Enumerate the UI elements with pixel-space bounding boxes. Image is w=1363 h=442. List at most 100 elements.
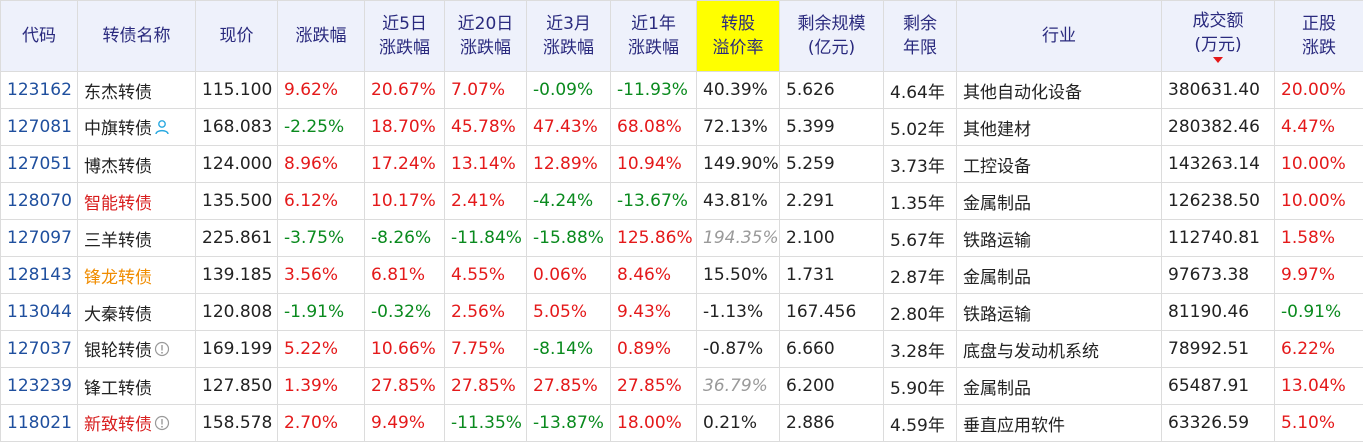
cell-chg1y-text: 0.89% bbox=[617, 339, 672, 359]
info-icon[interactable] bbox=[154, 415, 170, 436]
col-header-scale-l1: 剩余规模 bbox=[797, 14, 866, 34]
cell-chg1y-text: 68.08% bbox=[617, 117, 682, 137]
col-header-scale[interactable]: 剩余规模 (亿元) bbox=[779, 0, 884, 72]
table-row[interactable]: 127051 博杰转债 124.000 8.96% 17.24% 13.14% 12.89%… bbox=[0, 145, 1363, 183]
cell-stock-chg: 13.04% bbox=[1274, 367, 1363, 405]
cell-chg: -1.91% bbox=[277, 293, 365, 331]
col-header-chg1y[interactable]: 近1年 涨跌幅 bbox=[610, 0, 697, 72]
col-header-term[interactable]: 剩余 年限 bbox=[883, 0, 957, 72]
cell-code[interactable]: 128143 bbox=[0, 256, 78, 294]
cell-name[interactable]: 银轮转债 bbox=[77, 330, 196, 368]
cell-chg1y: -11.93% bbox=[610, 71, 697, 109]
cell-chg20-text: 45.78% bbox=[451, 117, 516, 137]
cell-code[interactable]: 127037 bbox=[0, 330, 78, 368]
cell-code[interactable]: 113044 bbox=[0, 293, 78, 331]
cell-chg5-text: 10.17% bbox=[371, 191, 436, 211]
table-row[interactable]: 118021 新致转债 158.578 2.70% 9.49% -11.35% -13.87… bbox=[0, 404, 1363, 442]
col-header-price[interactable]: 现价 bbox=[195, 0, 278, 72]
cell-price: 168.083 bbox=[195, 108, 278, 146]
cell-term-text: 2.80年 bbox=[890, 304, 945, 325]
col-header-name[interactable]: 转债名称 bbox=[77, 0, 196, 72]
col-header-premium[interactable]: 转股 溢价率 bbox=[696, 0, 780, 72]
cell-scale: 6.200 bbox=[779, 367, 884, 405]
cell-name[interactable]: 博杰转债 bbox=[77, 145, 196, 183]
info-icon[interactable] bbox=[154, 341, 170, 362]
cell-name[interactable]: 智能转债 bbox=[77, 182, 196, 220]
cell-premium: -0.87% bbox=[696, 330, 780, 368]
col-header-industry[interactable]: 行业 bbox=[956, 0, 1162, 72]
cell-chg3m: 12.89% bbox=[526, 145, 611, 183]
cell-name[interactable]: 锋工转债 bbox=[77, 367, 196, 405]
cell-code[interactable]: 118021 bbox=[0, 404, 78, 442]
col-header-chg[interactable]: 涨跌幅 bbox=[277, 0, 365, 72]
cell-industry: 金属制品 bbox=[956, 256, 1162, 294]
cell-chg5: 6.81% bbox=[364, 256, 445, 294]
col-header-chg3m[interactable]: 近3月 涨跌幅 bbox=[526, 0, 611, 72]
cell-premium: 0.21% bbox=[696, 404, 780, 442]
cell-name[interactable]: 锋龙转债 bbox=[77, 256, 196, 294]
cell-chg5: 20.67% bbox=[364, 71, 445, 109]
cell-industry: 铁路运输 bbox=[956, 293, 1162, 331]
cell-term-text: 3.73年 bbox=[890, 156, 945, 177]
col-header-chg5[interactable]: 近5日 涨跌幅 bbox=[364, 0, 445, 72]
table-row[interactable]: 128143 锋龙转债 139.185 3.56% 6.81% 4.55% 0.06% 8.4… bbox=[0, 256, 1363, 294]
table-row[interactable]: 128070 智能转债 135.500 6.12% 10.17% 2.41% -4.24% -… bbox=[0, 182, 1363, 220]
cell-name[interactable]: 中旗转债 bbox=[77, 108, 196, 146]
cell-chg20-text: 7.07% bbox=[451, 80, 506, 100]
col-header-stock-l2: 涨跌 bbox=[1302, 38, 1336, 58]
cell-premium: 194.35% bbox=[696, 219, 780, 257]
cell-name[interactable]: 新致转债 bbox=[77, 404, 196, 442]
col-header-volume[interactable]: 成交额 (万元) bbox=[1161, 0, 1275, 72]
cell-code[interactable]: 127097 bbox=[0, 219, 78, 257]
cell-code[interactable]: 127081 bbox=[0, 108, 78, 146]
cell-chg5-text: 20.67% bbox=[371, 80, 436, 100]
cell-code[interactable]: 128070 bbox=[0, 182, 78, 220]
cell-scale: 2.100 bbox=[779, 219, 884, 257]
cell-premium-text: 72.13% bbox=[703, 117, 768, 137]
user-icon[interactable] bbox=[154, 119, 170, 140]
cell-chg1y-text: 9.43% bbox=[617, 302, 672, 322]
table-row[interactable]: 123162 东杰转债 115.100 9.62% 20.67% 7.07% -0.09% -… bbox=[0, 71, 1363, 109]
cell-scale-text: 2.100 bbox=[786, 228, 835, 248]
cell-term: 2.87年 bbox=[883, 256, 957, 294]
cell-name[interactable]: 三羊转债 bbox=[77, 219, 196, 257]
cell-industry: 金属制品 bbox=[956, 182, 1162, 220]
cell-price: 169.199 bbox=[195, 330, 278, 368]
cell-code[interactable]: 123239 bbox=[0, 367, 78, 405]
cell-name[interactable]: 东杰转债 bbox=[77, 71, 196, 109]
cell-name[interactable]: 大秦转债 bbox=[77, 293, 196, 331]
cell-code[interactable]: 123162 bbox=[0, 71, 78, 109]
cell-scale-text: 6.660 bbox=[786, 339, 835, 359]
cell-chg: -3.75% bbox=[277, 219, 365, 257]
col-header-stock-chg[interactable]: 正股 涨跌 bbox=[1274, 0, 1363, 72]
table-row[interactable]: 127081 中旗转债 168.083 -2.25% 18.70% 45.78% 47.43… bbox=[0, 108, 1363, 146]
cell-premium: 40.39% bbox=[696, 71, 780, 109]
cell-scale: 2.291 bbox=[779, 182, 884, 220]
col-header-chg20[interactable]: 近20日 涨跌幅 bbox=[444, 0, 527, 72]
table-row[interactable]: 127097 三羊转债 225.861 -3.75% -8.26% -11.84% -15.… bbox=[0, 219, 1363, 257]
cell-chg1y: 18.00% bbox=[610, 404, 697, 442]
cell-chg-text: -1.91% bbox=[284, 302, 345, 322]
cell-stock-chg-text: 5.10% bbox=[1281, 413, 1336, 433]
table-row[interactable]: 123239 锋工转债 127.850 1.39% 27.85% 27.85% 27.85%… bbox=[0, 367, 1363, 405]
table-row[interactable]: 113044 大秦转债 120.808 -1.91% -0.32% 2.56% 5.05% 9… bbox=[0, 293, 1363, 331]
cell-chg: 3.56% bbox=[277, 256, 365, 294]
cell-chg20: 27.85% bbox=[444, 367, 527, 405]
cell-chg-text: -2.25% bbox=[284, 117, 345, 137]
col-header-code[interactable]: 代码 bbox=[0, 0, 78, 72]
col-header-chg1y-l1: 近1年 bbox=[631, 14, 676, 34]
cell-chg: 9.62% bbox=[277, 71, 365, 109]
cell-industry-text: 铁路运输 bbox=[963, 230, 1031, 251]
cell-industry-text: 铁路运输 bbox=[963, 304, 1031, 325]
cell-chg20-text: 27.85% bbox=[451, 376, 516, 396]
cell-premium-text: 194.35% bbox=[703, 228, 779, 248]
cell-code[interactable]: 127051 bbox=[0, 145, 78, 183]
cell-name-text: 锋龙转债 bbox=[84, 267, 152, 288]
cell-chg-text: 9.62% bbox=[284, 80, 339, 100]
cell-scale: 6.660 bbox=[779, 330, 884, 368]
cell-industry: 铁路运输 bbox=[956, 219, 1162, 257]
col-header-scale-l2: (亿元) bbox=[807, 38, 856, 58]
table-row[interactable]: 127037 银轮转债 169.199 5.22% 10.66% 7.75% -8.14% 0… bbox=[0, 330, 1363, 368]
cell-chg3m-text: 12.89% bbox=[533, 154, 598, 174]
cell-term-text: 5.90年 bbox=[890, 378, 945, 399]
